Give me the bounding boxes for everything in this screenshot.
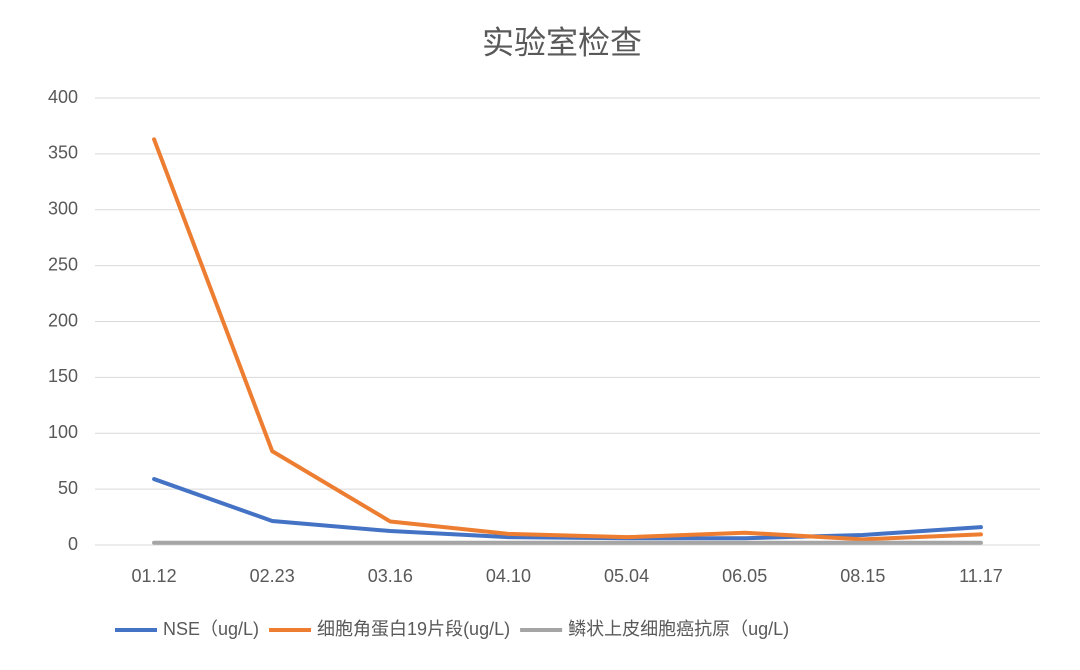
y-tick-label: 50 xyxy=(58,478,78,498)
y-tick-label: 300 xyxy=(48,199,78,219)
x-tick-label: 06.05 xyxy=(722,566,767,586)
legend-label: 细胞角蛋白19片段(ug/L) xyxy=(317,619,510,639)
x-tick-label: 01.12 xyxy=(132,566,177,586)
x-tick-label: 02.23 xyxy=(250,566,295,586)
y-tick-label: 150 xyxy=(48,366,78,386)
legend-label: 鳞状上皮细胞癌抗原（ug/L) xyxy=(568,619,789,639)
y-tick-label: 350 xyxy=(48,143,78,163)
y-tick-label: 250 xyxy=(48,254,78,274)
chart-title: 实验室检查 xyxy=(482,24,642,60)
x-tick-label: 08.15 xyxy=(840,566,885,586)
y-tick-label: 100 xyxy=(48,422,78,442)
x-tick-label: 04.10 xyxy=(486,566,531,586)
x-tick-label: 03.16 xyxy=(368,566,413,586)
x-tick-label: 05.04 xyxy=(604,566,649,586)
y-tick-label: 0 xyxy=(68,534,78,554)
series-line xyxy=(152,477,983,541)
y-tick-label: 200 xyxy=(48,310,78,330)
series-line xyxy=(152,137,983,542)
legend-label: NSE（ug/L) xyxy=(163,619,259,639)
x-tick-label: 11.17 xyxy=(959,566,1003,586)
y-tick-label: 400 xyxy=(48,87,78,107)
